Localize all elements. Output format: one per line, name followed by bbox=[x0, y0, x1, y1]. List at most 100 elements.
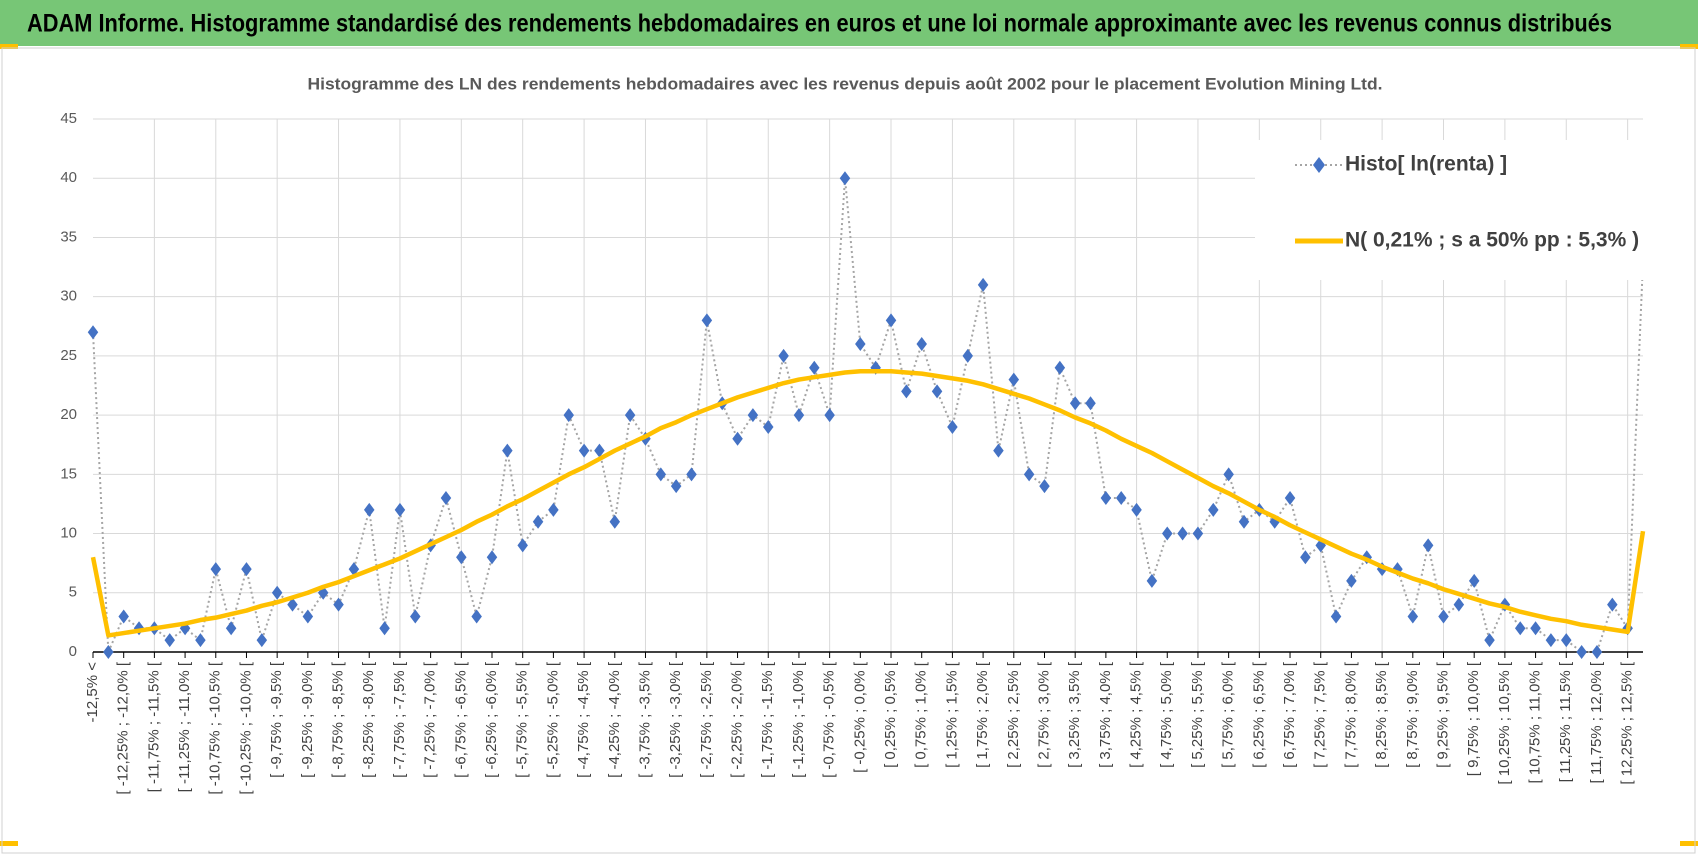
diamond-marker bbox=[333, 597, 344, 612]
diamond-marker bbox=[824, 408, 835, 423]
diamond-marker bbox=[548, 502, 559, 517]
diamond-marker bbox=[1438, 609, 1449, 624]
diamond-marker bbox=[379, 621, 390, 636]
x-tick-label: [ -10,75% ; -10,5% [ bbox=[207, 661, 224, 794]
y-tick-label: 30 bbox=[60, 288, 77, 305]
diamond-marker bbox=[1238, 514, 1250, 529]
diamond-marker bbox=[747, 408, 759, 423]
diamond-marker bbox=[486, 550, 498, 565]
x-tick-label: [ 9,75% ; 10,0% [ bbox=[1465, 661, 1482, 776]
diamond-marker bbox=[394, 502, 406, 517]
x-tick-label: [ -5,25% ; -5,0% [ bbox=[544, 661, 561, 778]
diamond-marker bbox=[778, 348, 789, 363]
x-tick-label: [ 7,75% ; 8,0% [ bbox=[1342, 661, 1359, 768]
x-tick-label: [ 2,25% ; 2,5% [ bbox=[1005, 661, 1022, 768]
x-tick-label: [ 10,75% ; 11,0% [ bbox=[1527, 661, 1544, 783]
diamond-marker bbox=[578, 443, 590, 458]
chart-title: Histogramme des LN des rendements hebdom… bbox=[308, 74, 1383, 93]
diamond-marker bbox=[594, 443, 605, 458]
diamond-marker bbox=[655, 467, 667, 482]
legend-label: Histo[ ln(renta) ] bbox=[1345, 153, 1507, 176]
diamond-marker bbox=[1131, 502, 1142, 517]
diamond-marker bbox=[1514, 621, 1526, 636]
diamond-marker bbox=[1453, 597, 1465, 612]
diamond-marker bbox=[732, 431, 743, 446]
legend-marker bbox=[1313, 157, 1325, 173]
x-tick-label: [ -6,25% ; -6,0% [ bbox=[483, 661, 500, 778]
diamond-marker bbox=[1484, 633, 1495, 648]
diamond-marker bbox=[440, 491, 452, 506]
x-tick-label: [ -8,25% ; -8,0% [ bbox=[360, 661, 377, 778]
x-tick-label: [ -4,75% ; -4,5% [ bbox=[575, 661, 592, 778]
diamond-marker bbox=[1330, 609, 1342, 624]
header-title: ADAM Informe. Histogramme standardisé de… bbox=[27, 10, 1612, 38]
x-tick-label: [ -7,25% ; -7,0% [ bbox=[422, 661, 439, 778]
diamond-marker bbox=[793, 408, 805, 423]
x-tick-label: [ 5,25% ; 5,5% [ bbox=[1189, 661, 1206, 768]
diamond-marker bbox=[1576, 645, 1587, 659]
diamond-marker bbox=[502, 443, 513, 458]
diamond-marker bbox=[609, 514, 621, 529]
x-tick-label: [ -3,25% ; -3,0% [ bbox=[667, 661, 684, 778]
x-tick-label: [ 0,25% ; 0,5% [ bbox=[882, 661, 899, 768]
diamond-marker bbox=[118, 609, 129, 624]
diamond-marker bbox=[471, 609, 482, 624]
x-tick-label: [ 9,25% ; 9,5% [ bbox=[1434, 661, 1451, 768]
diamond-marker bbox=[1530, 621, 1541, 636]
diamond-marker bbox=[1422, 538, 1434, 553]
x-tick-label: [ -9,75% ; -9,5% [ bbox=[268, 661, 285, 778]
diamond-marker bbox=[517, 538, 528, 553]
diamond-marker bbox=[210, 562, 222, 577]
diamond-marker bbox=[1208, 502, 1219, 517]
diamond-marker bbox=[624, 408, 636, 423]
diamond-marker bbox=[1561, 633, 1572, 648]
diamond-marker bbox=[103, 645, 114, 659]
diamond-marker bbox=[947, 419, 958, 434]
x-tick-label: [ -9,25% ; -9,0% [ bbox=[299, 661, 316, 778]
x-tick-label: [ 11,25% ; 11,5% [ bbox=[1557, 661, 1574, 782]
corner-mark bbox=[0, 841, 18, 846]
diamond-marker bbox=[1115, 491, 1127, 506]
corner-mark bbox=[1680, 841, 1698, 846]
diamond-marker bbox=[670, 479, 682, 494]
x-tick-label: [ 6,75% ; 7,0% [ bbox=[1281, 661, 1298, 768]
x-tick-label: [ 4,75% ; 5,0% [ bbox=[1158, 661, 1175, 768]
diamond-marker bbox=[977, 277, 989, 292]
x-tick-label: [ -2,25% ; -2,0% [ bbox=[729, 661, 746, 778]
diamond-marker bbox=[1162, 526, 1173, 541]
diamond-marker bbox=[1300, 550, 1311, 565]
diamond-marker bbox=[348, 562, 360, 577]
diamond-marker bbox=[87, 325, 99, 340]
diamond-marker bbox=[1545, 633, 1557, 648]
diamond-marker bbox=[1223, 467, 1234, 482]
header-banner bbox=[0, 0, 1698, 46]
x-tick-label: [ 3,75% ; 4,0% [ bbox=[1097, 661, 1114, 768]
diamond-marker bbox=[256, 633, 268, 648]
x-tick-label: [ 1,75% ; 2,0% [ bbox=[974, 661, 991, 768]
x-tick-label: [ -0,25% ; 0,0% [ bbox=[851, 661, 868, 773]
x-tick-label: [ 0,75% ; 1,0% [ bbox=[913, 661, 930, 768]
diamond-marker bbox=[839, 171, 851, 186]
diamond-marker bbox=[563, 408, 574, 423]
y-tick-label: 0 bbox=[69, 643, 77, 660]
diamond-marker bbox=[901, 384, 912, 399]
x-tick-label: [ -3,75% ; -3,5% [ bbox=[636, 661, 653, 778]
diamond-marker bbox=[1085, 396, 1096, 411]
corner-mark bbox=[1680, 44, 1698, 49]
x-tick-label: [ 10,25% ; 10,5% [ bbox=[1496, 661, 1513, 784]
y-tick-label: 15 bbox=[60, 465, 77, 482]
diamond-marker bbox=[1177, 526, 1188, 541]
diamond-marker bbox=[456, 550, 467, 565]
diamond-marker bbox=[241, 562, 252, 577]
x-tick-label: [ -6,75% ; -6,5% [ bbox=[452, 661, 469, 778]
x-tick-label: [ -10,25% ; -10,0% [ bbox=[237, 661, 254, 794]
x-tick-label: [ 5,75% ; 6,0% [ bbox=[1220, 661, 1237, 768]
x-tick-label: [ 7,25% ; 7,5% [ bbox=[1312, 661, 1329, 768]
x-tick-label: [ -7,75% ; -7,5% [ bbox=[391, 661, 408, 778]
diamond-marker bbox=[363, 502, 375, 517]
corner-mark bbox=[0, 44, 18, 49]
diamond-marker bbox=[532, 514, 544, 529]
diamond-marker bbox=[1407, 609, 1419, 624]
diamond-marker bbox=[1069, 396, 1081, 411]
